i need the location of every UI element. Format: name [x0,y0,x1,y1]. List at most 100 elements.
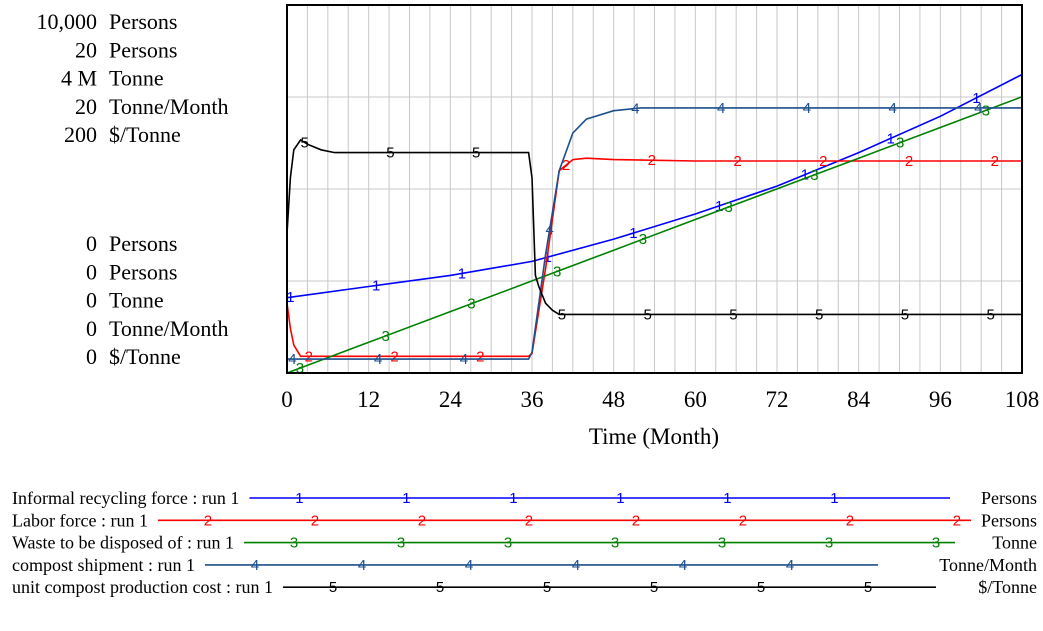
y-axis-max-unit: $/Tonne [109,122,181,147]
legend-marker: 2 [418,512,426,529]
legend-marker: 1 [616,490,624,507]
legend-marker: 2 [204,512,212,529]
series-marker: 2 [476,348,484,365]
series-marker: 1 [629,225,637,242]
y-axis-max-label: 20 [75,37,97,62]
x-tick-label: 108 [1005,387,1040,412]
series-marker: 2 [305,348,313,365]
legend-marker: 2 [953,512,961,529]
legend-series-name: compost shipment : run 1 [12,555,195,575]
legend: Informal recycling force : run 1 Persons 1… [12,488,1037,597]
series-marker: 5 [558,306,566,323]
legend-marker: 1 [830,490,838,507]
y-axis-min-label: 0 [86,288,97,313]
legend-series-name: Labor force : run 1 [12,510,148,530]
legend-marker: 2 [739,512,747,529]
series-line [286,157,1022,358]
series-line [286,138,1022,316]
legend-marker: 3 [825,535,833,552]
series-marker: 2 [905,153,913,170]
y-axis-max-unit: Tonne [109,66,164,91]
legend-marker: 3 [397,535,405,552]
series-marker: 3 [296,360,304,377]
series-marker: 5 [644,306,652,323]
x-tick-label: 12 [357,387,380,412]
series-marker: 4 [546,221,554,238]
series-line [287,107,1022,360]
legend-marker: 5 [864,579,872,596]
legend-marker: 3 [718,535,726,552]
series-marker: 2 [991,153,999,170]
series-marker: 1 [372,277,380,294]
series-marker: 4 [460,351,468,368]
series-marker: 5 [472,145,480,162]
series-marker: 4 [717,100,725,117]
series-marker: 3 [810,167,818,184]
y-axis-max-label: 10,000 [37,9,98,34]
series-marker: 4 [374,351,382,368]
y-axis-min-unit: Persons [109,259,177,284]
x-tick-label: 60 [684,387,707,412]
legend-series-unit: Tonne [992,533,1037,553]
y-axis-max-unit: Persons [109,37,177,62]
legend-marker: 5 [757,579,765,596]
series-marker: 2 [390,348,398,365]
legend-marker: 5 [543,579,551,596]
x-tick-label: 84 [847,387,871,412]
series-marker: 3 [467,296,475,313]
legend-marker: 2 [846,512,854,529]
y-axis-max-unit: Persons [109,9,177,34]
legend-series-name: Waste to be disposed of : run 1 [12,533,234,553]
series-marker: 3 [896,135,904,152]
legend-marker: 4 [786,557,794,574]
legend-marker: 4 [358,557,366,574]
series-marker: 2 [648,152,656,169]
series-marker: 4 [288,351,296,368]
series-line [286,73,1023,299]
series-marker: 4 [974,100,982,117]
y-axis-min-label: 0 [86,259,97,284]
legend-marker: 3 [290,535,298,552]
legend-marker: 2 [525,512,533,529]
series-marker: 1 [286,289,294,306]
x-tick-label: 72 [766,387,789,412]
x-tick-label: 24 [439,387,463,412]
y-axis-max-unit: Tonne/Month [109,94,228,119]
series-marker: 1 [972,90,980,107]
legend-marker: 4 [251,557,259,574]
legend-series-name: Informal recycling force : run 1 [12,488,239,508]
y-axis-min-unit: $/Tonne [109,344,181,369]
legend-marker: 3 [504,535,512,552]
y-axis-min-label: 0 [86,344,97,369]
y-axis-min-label: 0 [86,231,97,256]
series-marker: 5 [386,145,394,162]
legend-series-unit: Tonne/Month [939,555,1037,575]
legend-marker: 4 [679,557,687,574]
legend-marker: 3 [932,535,940,552]
legend-marker: 1 [723,490,731,507]
x-axis: Time (Month) 0 12 24 36 48 60 72 84 96 108 [281,387,1039,449]
series-marker: 4 [889,100,897,117]
y-axis-max-label: 200 [64,122,97,147]
y-axis-min-unit: Tonne/Month [109,316,228,341]
legend-series-unit: Persons [981,488,1037,508]
plot-frame [286,4,1023,374]
grid-layer [287,5,1022,373]
series-marker: 2 [733,153,741,170]
series-marker: 3 [382,328,390,345]
series-marker: 3 [982,102,990,119]
legend-marker: 2 [311,512,319,529]
x-tick-label: 36 [521,387,544,412]
series-marker: 4 [631,101,639,118]
series-marker: 1 [458,265,466,282]
series-marker: 5 [815,306,823,323]
legend-marker: 4 [465,557,473,574]
legend-marker: 1 [295,490,303,507]
x-tick-label: 48 [602,387,625,412]
y-axis-min-unit: Tonne [109,288,164,313]
series-marker: 3 [553,263,561,280]
series-marker: 2 [562,157,570,174]
legend-marker: 2 [632,512,640,529]
